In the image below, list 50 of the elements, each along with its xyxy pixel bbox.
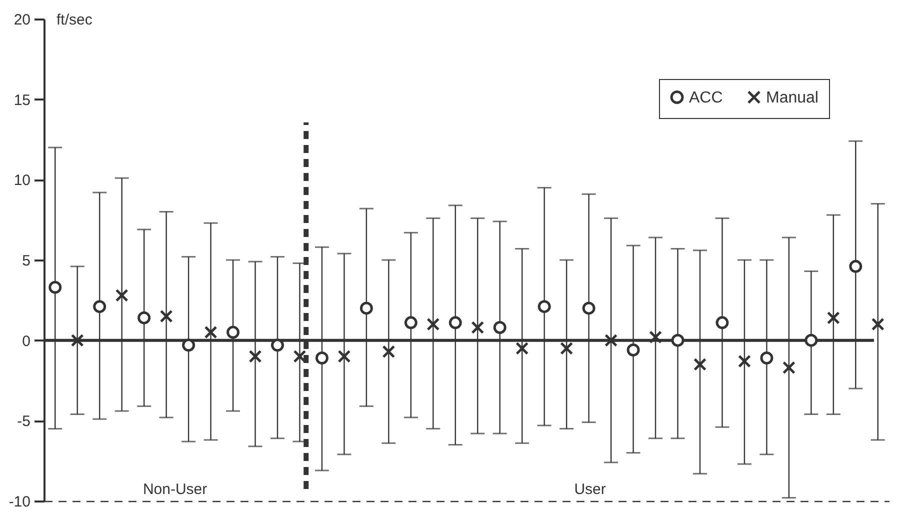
y-tick-label: 5 [22,252,30,270]
point [671,334,684,347]
point [426,318,440,331]
point [160,310,173,323]
point [626,343,640,356]
point [471,320,484,334]
point [604,334,618,347]
point [338,350,351,363]
point [226,326,240,339]
legend-label: ACC [689,89,723,106]
point [270,338,284,352]
annotation: User [574,481,606,498]
y-tick-label: -10 [8,494,30,510]
point [560,342,574,355]
point [448,316,462,330]
point [360,302,373,315]
point [582,302,596,315]
point [716,316,729,330]
point [538,300,551,314]
point [70,334,84,347]
point [93,300,106,314]
point [760,352,774,364]
point [693,358,706,371]
point [48,280,62,294]
point [849,260,862,273]
y-tick-label: 10 [14,172,30,190]
point [871,318,884,331]
point [138,311,151,324]
point [649,330,662,344]
y-tick-label: 15 [14,92,30,109]
annotation: Non-User [142,481,208,498]
y-tick-label: 0 [22,332,30,350]
y-tick-label: -5 [17,413,30,430]
point [204,326,218,339]
point [516,342,529,355]
point [804,334,818,347]
point [293,350,306,363]
point [182,338,196,352]
point [382,345,396,358]
legend-label: Manual [766,89,818,106]
point [248,350,262,363]
point [738,354,751,368]
y-axis-title: ft/sec [56,12,93,28]
y-tick-label: 20 [14,12,30,28]
point [782,361,796,374]
point [315,352,328,364]
point [493,320,506,334]
point [404,316,418,330]
point [115,288,128,302]
point [826,311,840,324]
